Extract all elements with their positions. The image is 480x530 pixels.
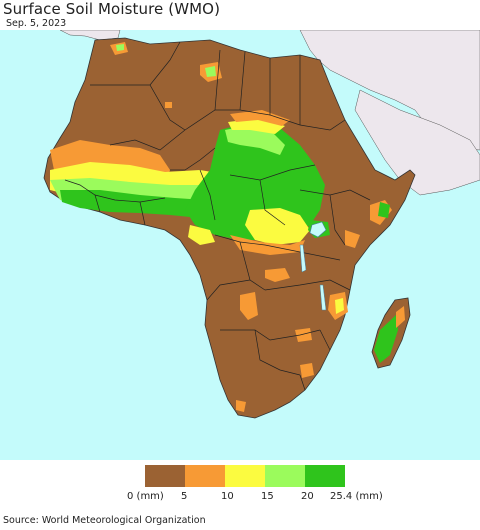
legend-label: 5	[181, 491, 188, 502]
source-note: Source: World Meteorological Organizatio…	[3, 515, 206, 526]
lake-tanganyika	[299, 244, 307, 273]
mozambique-yellow	[335, 298, 344, 314]
legend-label: 15	[261, 491, 274, 502]
congo-yellow	[245, 208, 310, 245]
lake-victoria	[309, 221, 327, 238]
map-date: Sep. 5, 2023	[6, 18, 67, 29]
congo-orange	[230, 235, 305, 255]
legend-swatch	[145, 465, 185, 487]
zambia-orange	[240, 292, 258, 320]
central-africa-green	[185, 122, 325, 240]
angola-orange	[265, 268, 290, 282]
legend-swatch	[185, 465, 225, 487]
legend-label: 20	[301, 491, 314, 502]
mali-spot	[165, 102, 172, 108]
ethiopia-green	[378, 202, 390, 218]
legend-swatch	[265, 465, 305, 487]
lake-malawi	[319, 284, 327, 311]
madagascar-wet-edge	[396, 306, 405, 328]
east-africa-orange	[345, 230, 360, 248]
gabon-yellow	[188, 225, 215, 245]
libya-wet-core	[205, 66, 216, 77]
legend-swatch	[225, 465, 265, 487]
legend-label: 10	[221, 491, 234, 502]
legend-label: 25.4 (mm)	[330, 491, 383, 502]
map-title: Surface Soil Moisture (WMO)	[3, 0, 221, 18]
legend-swatch	[305, 465, 345, 487]
country-borders	[64, 41, 371, 391]
south-africa-orange	[300, 363, 314, 378]
cape-orange	[236, 400, 246, 412]
west-africa-green	[60, 190, 220, 218]
zimbabwe-orange	[295, 328, 312, 342]
morocco-wet-core	[116, 44, 124, 51]
legend: 0 (mm) 5 10 15 20 25.4 (mm)	[0, 465, 480, 505]
central-africa-orange-top	[230, 110, 290, 126]
legend-label: 0 (mm)	[127, 491, 164, 502]
arabian-peninsula	[354, 89, 480, 196]
soil-moisture-map	[0, 30, 480, 460]
madagascar-wet	[374, 315, 398, 363]
